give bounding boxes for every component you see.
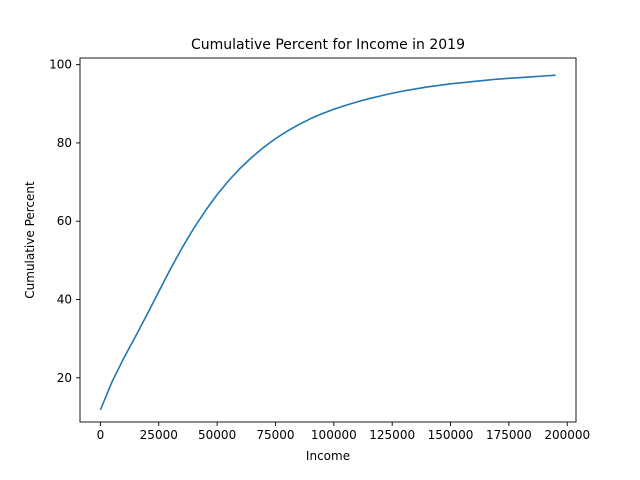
plot-area: [79, 57, 577, 423]
series-line: [99, 74, 556, 411]
x-tick-label: 100000: [311, 428, 357, 442]
y-tick-label: 40: [57, 292, 72, 306]
x-tick-label: 175000: [486, 428, 532, 442]
x-tick-label: 75000: [256, 428, 294, 442]
x-tick-label: 25000: [140, 428, 178, 442]
x-tick-label: 150000: [428, 428, 474, 442]
y-tick-label: 60: [57, 214, 72, 228]
x-tick-label: 50000: [198, 428, 236, 442]
axes-frame: [79, 57, 577, 423]
y-axis-label: Cumulative Percent: [23, 181, 37, 299]
chart-title: Cumulative Percent for Income in 2019: [191, 37, 465, 53]
x-tick-label: 0: [97, 428, 105, 442]
x-tick-label: 125000: [369, 428, 415, 442]
ticks: 0 25000 50000 75000 100000 125000 150000 175000…: [49, 58, 590, 442]
y-tick-label: 100: [49, 58, 72, 72]
x-tick-label: 200000: [544, 428, 590, 442]
y-tick-label: 80: [57, 136, 72, 150]
y-tick-label: 20: [57, 371, 72, 385]
x-axis-label: Income: [306, 449, 350, 463]
